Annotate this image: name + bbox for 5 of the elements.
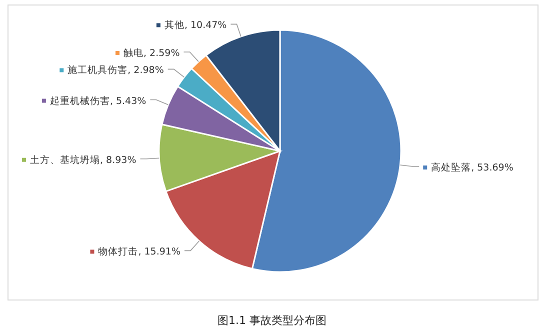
legend-label: 其他, 10.47% [164,19,227,32]
caption: 图1.1 事故类型分布图 [218,314,326,327]
legend-label: 触电, 2.59% [124,46,180,59]
legend-label: 高处坠落, 53.69% [431,162,514,174]
legend-label: 物体打击, 15.91% [98,246,180,258]
